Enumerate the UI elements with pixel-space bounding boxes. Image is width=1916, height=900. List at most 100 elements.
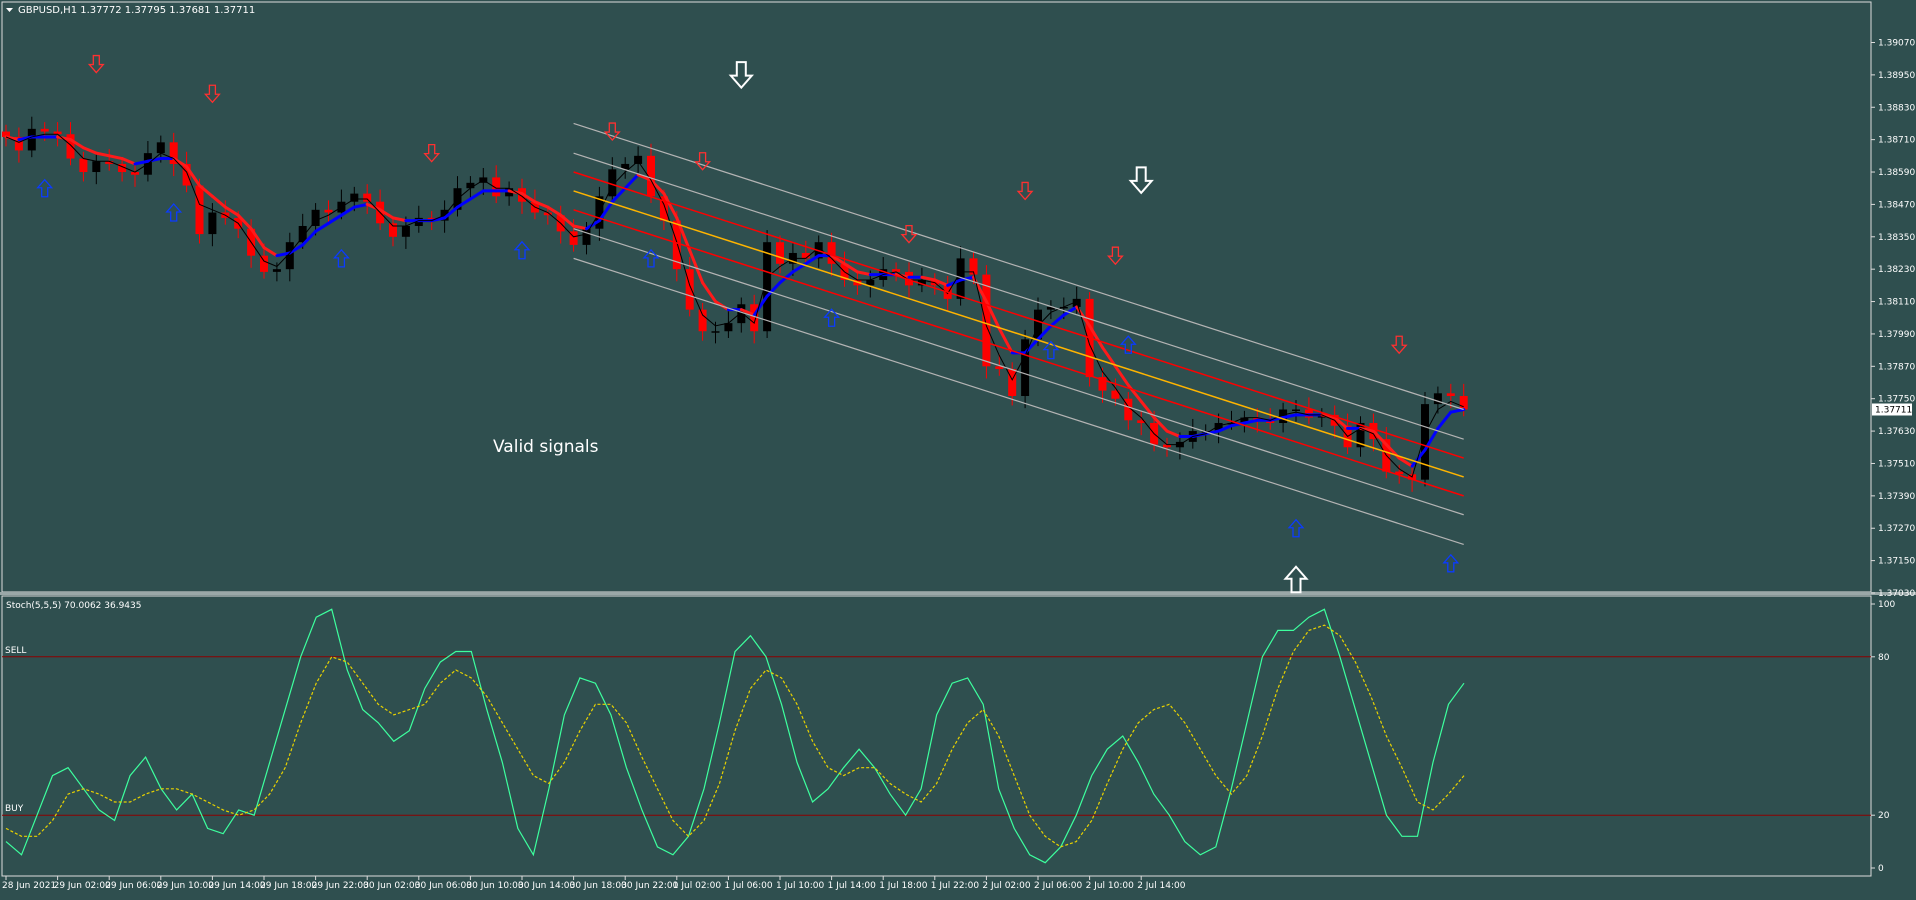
ma-slow-down-segment bbox=[662, 192, 679, 220]
buy-arrow-icon bbox=[165, 203, 183, 222]
ma-slow-down-segment bbox=[1088, 324, 1104, 349]
bull-candle bbox=[311, 209, 320, 226]
channel-outer-line bbox=[573, 122, 1464, 411]
bear-candle bbox=[892, 269, 901, 272]
bull-candle bbox=[634, 155, 643, 164]
channel-outer-line bbox=[573, 152, 1464, 440]
ma-slow-down-segment bbox=[559, 213, 576, 228]
price-axis-label: 1.38590 bbox=[1878, 168, 1915, 178]
ma-slow-up-segment bbox=[1230, 421, 1246, 428]
ma-slow-up-segment bbox=[1410, 448, 1427, 468]
bear-candle bbox=[53, 131, 62, 135]
ma-fast-line bbox=[5, 133, 1464, 478]
ma-slow-down-segment bbox=[636, 173, 653, 182]
bull-candle bbox=[737, 304, 746, 324]
time-axis-label: 28 Jun 2021 bbox=[2, 881, 56, 891]
bear-candle bbox=[1137, 420, 1146, 423]
ma-slow-down-segment bbox=[198, 184, 214, 198]
bear-candle bbox=[1098, 377, 1107, 391]
bear-candle bbox=[324, 209, 333, 213]
ma-slow-down-segment bbox=[1165, 429, 1182, 438]
ma-slow-up-segment bbox=[327, 213, 343, 225]
ma-slow-down-segment bbox=[172, 157, 189, 169]
sell-arrow-icon bbox=[203, 84, 221, 104]
current-price-label: 1.37711 bbox=[1875, 405, 1912, 415]
time-axis-label: 29 Jun 22:00 bbox=[312, 881, 369, 891]
bear-candle bbox=[982, 274, 991, 367]
time-axis-label: 29 Jun 18:00 bbox=[260, 881, 317, 891]
price-axis-label: 1.37030 bbox=[1878, 589, 1915, 599]
ma-slow-down-segment bbox=[933, 278, 950, 287]
ma-slow-up-segment bbox=[1036, 324, 1053, 341]
bear-candle bbox=[2, 131, 10, 137]
ma-slow-down-segment bbox=[185, 165, 201, 188]
valid-buy-arrow-icon bbox=[1283, 565, 1309, 594]
stoch-signal-line bbox=[5, 624, 1465, 848]
ma-slow-down-segment bbox=[520, 192, 537, 204]
bear-candle bbox=[79, 158, 88, 173]
sell-arrow-icon bbox=[1016, 181, 1034, 201]
price-axis-label: 1.37870 bbox=[1878, 362, 1915, 372]
price-axis-label: 1.37630 bbox=[1878, 427, 1915, 437]
ma-slow-down-segment bbox=[920, 275, 937, 282]
price-axis-label: 1.38350 bbox=[1878, 233, 1915, 243]
ma-slow-up-segment bbox=[1449, 407, 1466, 414]
ma-slow-down-segment bbox=[739, 308, 756, 317]
bear-candle bbox=[827, 242, 836, 264]
price-axis-label: 1.38470 bbox=[1878, 200, 1915, 210]
time-axis-label: 1 Jul 02:00 bbox=[673, 881, 722, 891]
bull-candle bbox=[1214, 422, 1223, 432]
sell-arrow-icon bbox=[87, 54, 105, 74]
channel-inner-line bbox=[573, 171, 1464, 459]
bull-candle bbox=[866, 279, 875, 286]
ma-slow-down-segment bbox=[94, 151, 111, 158]
ma-slow-up-segment bbox=[314, 221, 330, 233]
pane-separator[interactable] bbox=[0, 592, 1916, 595]
ma-slow-down-segment bbox=[1152, 416, 1169, 433]
bull-candle bbox=[156, 142, 165, 154]
bear-candle bbox=[543, 212, 552, 216]
bull-candle bbox=[401, 225, 410, 237]
bear-candle bbox=[685, 269, 694, 310]
channel-outer-line bbox=[573, 228, 1464, 516]
stochastic-pane[interactable] bbox=[1, 595, 1872, 877]
ma-slow-up-segment bbox=[456, 197, 472, 209]
ma-slow-down-segment bbox=[997, 327, 1014, 355]
ma-slow-up-segment bbox=[959, 275, 975, 282]
buy-arrow-icon bbox=[513, 240, 531, 260]
buy-arrow-icon bbox=[642, 248, 660, 268]
bull-candle bbox=[27, 128, 36, 151]
time-axis-label: 29 Jun 14:00 bbox=[208, 881, 265, 891]
bear-candle bbox=[1111, 390, 1120, 399]
time-axis-label: 29 Jun 10:00 bbox=[157, 881, 214, 891]
ma-slow-up-segment bbox=[765, 281, 782, 298]
ma-slow-down-segment bbox=[675, 216, 692, 252]
time-axis-label: 1 Jul 18:00 bbox=[879, 881, 928, 891]
ma-slow-up-segment bbox=[752, 294, 769, 317]
collapse-triangle-icon[interactable] bbox=[6, 8, 13, 12]
time-axis-label: 30 Jun 22:00 bbox=[621, 881, 678, 891]
ma-slow-down-segment bbox=[81, 146, 98, 155]
ma-slow-up-segment bbox=[133, 159, 150, 166]
bear-candle bbox=[1459, 396, 1468, 410]
bull-candle bbox=[582, 228, 591, 245]
bear-candle bbox=[750, 304, 759, 332]
bear-candle bbox=[776, 242, 784, 264]
time-axis-label: 1 Jul 06:00 bbox=[724, 881, 773, 891]
ma-slow-down-segment bbox=[855, 270, 872, 277]
buy-arrow-icon bbox=[1442, 553, 1460, 573]
buy-level-label: BUY bbox=[5, 804, 24, 814]
price-axis-label: 1.37270 bbox=[1878, 524, 1915, 534]
ma-slow-up-segment bbox=[1281, 413, 1298, 420]
bull-candle bbox=[1240, 417, 1249, 423]
ma-slow-down-segment bbox=[546, 205, 563, 217]
sell-arrow-icon bbox=[1106, 246, 1124, 266]
stoch-axis-label: 80 bbox=[1878, 653, 1890, 663]
bear-candle bbox=[698, 309, 707, 332]
ma-slow-down-segment bbox=[1333, 416, 1350, 430]
time-axis-label: 29 Jun 06:00 bbox=[105, 881, 162, 891]
bear-candle bbox=[801, 252, 810, 259]
buy-arrow-icon bbox=[36, 178, 54, 198]
ma-slow-down-segment bbox=[688, 248, 705, 285]
